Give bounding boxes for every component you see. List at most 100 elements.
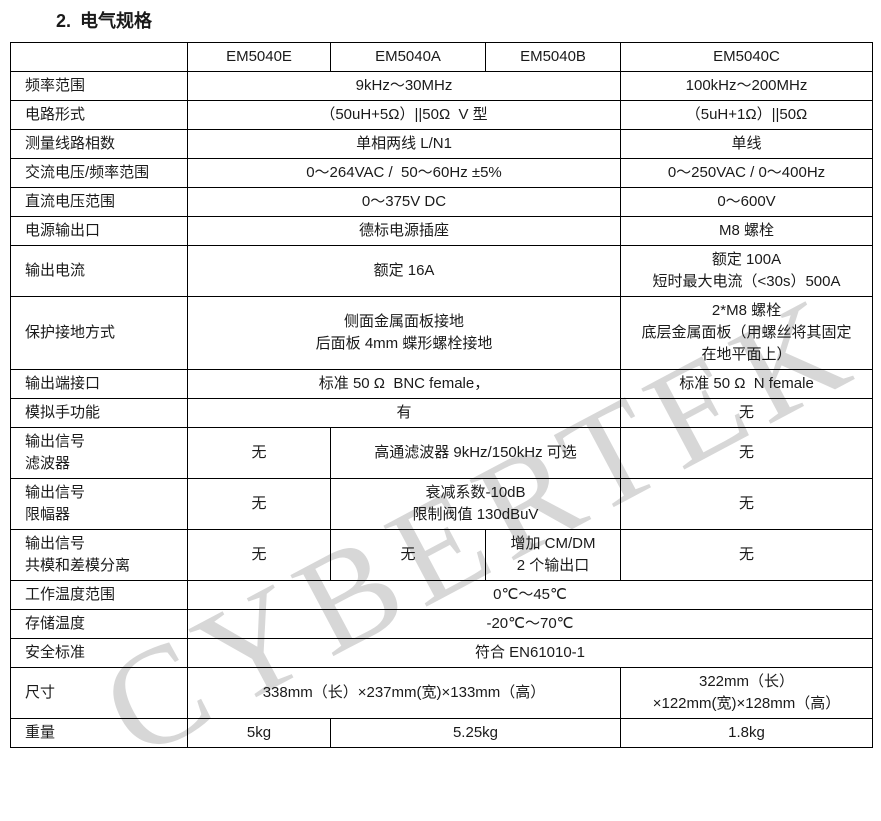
section-title: 电气规格 — [80, 11, 153, 31]
row-label-line: 工作温度范围 — [25, 586, 116, 603]
row-label: 安全标准 — [10, 638, 188, 668]
cell-line: 2 个输出口 — [516, 557, 590, 574]
row-label-line: 输出信号 — [25, 433, 86, 450]
row-label: 存储温度 — [10, 609, 188, 639]
spec-cell: 有 — [187, 398, 621, 428]
row-label-line: 重量 — [25, 724, 56, 741]
cell-line: 底层金属面板（用螺丝将其固定 — [641, 324, 852, 341]
row-label-line: 限幅器 — [25, 506, 71, 523]
row-label-line: 输出信号 — [25, 484, 86, 501]
spec-cell: 无 — [330, 529, 486, 581]
row-label: 工作温度范围 — [10, 580, 188, 610]
row-label: 交流电压/频率范围 — [10, 158, 188, 188]
cell-line: 0℃～45℃ — [493, 586, 567, 603]
cell-line: 无 — [738, 546, 754, 563]
row-label-line: 模拟手功能 — [25, 404, 101, 421]
row-label-line: 安全标准 — [25, 644, 86, 661]
cell-line: 无 — [738, 495, 754, 512]
spec-cell: 5.25kg — [330, 718, 621, 748]
row-label: 测量线路相数 — [10, 129, 188, 159]
cell-line: 5kg — [246, 724, 272, 741]
table-row: 电源输出口 德标电源插座 M8 螺栓 — [10, 216, 873, 246]
cell-line: 后面板 4mm 蝶形螺栓接地 — [315, 335, 493, 352]
cell-line: 限制阀值 130dBuV — [412, 506, 539, 523]
cell-line: 0～250VAC / 0～400Hz — [667, 164, 826, 181]
row-label: 尺寸 — [10, 667, 188, 719]
table-row: 存储温度 -20℃～70℃ — [10, 609, 873, 639]
section-number: 2. — [56, 11, 72, 31]
cell-line: 在地平面上） — [701, 346, 792, 363]
table-row: 交流电压/频率范围 0～264VAC / 50～60Hz ±5% 0～250VAC … — [10, 158, 873, 188]
spec-cell: 无 — [620, 529, 873, 581]
cell-line: 100kHz～200MHz — [685, 77, 808, 94]
table-row: 频率范围 9kHz～30MHz 100kHz～200MHz — [10, 71, 873, 101]
spec-cell: 符合 EN61010-1 — [187, 638, 873, 668]
spec-cell: M8 螺栓 — [620, 216, 873, 246]
cell-line: 单线 — [731, 135, 762, 152]
row-label-line: 测量线路相数 — [25, 135, 116, 152]
table-row: 尺寸 338mm（长）×237mm(宽)×133mm（高） 322mm（长） ×122… — [10, 667, 873, 719]
spec-table: EM5040E EM5040A EM5040B EM5040C 频率范围 9kHz～30M… — [10, 42, 873, 748]
spec-cell: 标准 50 Ω BNC female， — [187, 369, 621, 399]
row-label-line: 输出端接口 — [25, 375, 101, 392]
row-label-line: 电源输出口 — [25, 222, 101, 239]
spec-cell: 单线 — [620, 129, 873, 159]
header-cell — [10, 42, 188, 72]
spec-cell: 标准 50 Ω N female — [620, 369, 873, 399]
cell-line: 单相两线 L/N1 — [356, 135, 452, 152]
cell-line: 无 — [251, 546, 267, 563]
row-label-line: 输出信号 — [25, 535, 86, 552]
row-label-line: 尺寸 — [25, 684, 56, 701]
section-heading: 2. 电气规格 — [56, 7, 152, 33]
cell-line: 侧面金属面板接地 — [343, 313, 464, 330]
spec-cell: 额定 100A 短时最大电流（<30s）500A — [620, 245, 873, 297]
table-row: 电路形式 （50uH+5Ω）||50Ω V 型 （5uH+1Ω）||50Ω — [10, 100, 873, 130]
spec-cell: 德标电源插座 — [187, 216, 621, 246]
row-label-line: 输出电流 — [25, 262, 86, 279]
row-label: 电路形式 — [10, 100, 188, 130]
table-row: 工作温度范围 0℃～45℃ — [10, 580, 873, 610]
table-row: 保护接地方式 侧面金属面板接地 后面板 4mm 蝶形螺栓接地 2*M8 螺栓 底层金属面… — [10, 296, 873, 370]
row-label: 保护接地方式 — [10, 296, 188, 370]
header-cell: EM5040B — [485, 42, 621, 72]
table-row: 安全标准 符合 EN61010-1 — [10, 638, 873, 668]
cell-line: 9kHz～30MHz — [355, 77, 453, 94]
cell-line: 有 — [396, 404, 412, 421]
row-label-line: 频率范围 — [25, 77, 86, 94]
row-label-line: 保护接地方式 — [25, 324, 116, 341]
table-row: 输出信号 滤波器 无 高通滤波器 9kHz/150kHz 可选 无 — [10, 427, 873, 479]
row-label: 输出端接口 — [10, 369, 188, 399]
row-label: 电源输出口 — [10, 216, 188, 246]
cell-line: 额定 100A — [711, 251, 782, 268]
table-row: 输出电流 额定 16A 额定 100A 短时最大电流（<30s）500A — [10, 245, 873, 297]
spec-cell: 无 — [620, 398, 873, 428]
cell-line: 无 — [738, 404, 754, 421]
spec-cell: （50uH+5Ω）||50Ω V 型 — [187, 100, 621, 130]
spec-cell: 100kHz～200MHz — [620, 71, 873, 101]
spec-cell: 无 — [187, 529, 331, 581]
header-cell: EM5040A — [330, 42, 486, 72]
row-label-line: 共模和差模分离 — [25, 557, 131, 574]
cell-line: 符合 EN61010-1 — [474, 644, 586, 661]
spec-cell: 0～264VAC / 50～60Hz ±5% — [187, 158, 621, 188]
spec-cell: 0～375V DC — [187, 187, 621, 217]
cell-line: 无 — [251, 444, 267, 461]
cell-line: 标准 50 Ω BNC female， — [318, 375, 490, 392]
spec-cell: -20℃～70℃ — [187, 609, 873, 639]
table-row: 输出信号 限幅器 无 衰减系数-10dB 限制阀值 130dBuV 无 — [10, 478, 873, 530]
cell-line: 322mm（长） — [698, 673, 795, 690]
spec-cell: 衰减系数-10dB 限制阀值 130dBuV — [330, 478, 621, 530]
spec-cell: 无 — [620, 427, 873, 479]
table-row: 直流电压范围 0～375V DC 0～600V — [10, 187, 873, 217]
spec-cell: 5kg — [187, 718, 331, 748]
cell-line: 衰减系数-10dB — [425, 484, 526, 501]
row-label-line: 电路形式 — [25, 106, 86, 123]
cell-line: 0～600V — [717, 193, 776, 210]
table-row: 重量 5kg 5.25kg 1.8kg — [10, 718, 873, 748]
row-label-line: 直流电压范围 — [25, 193, 116, 210]
table-row: 输出端接口 标准 50 Ω BNC female， 标准 50 Ω N female — [10, 369, 873, 399]
row-label: 重量 — [10, 718, 188, 748]
spec-cell: 322mm（长） ×122mm(宽)×128mm（高） — [620, 667, 873, 719]
cell-line: 无 — [738, 444, 754, 461]
row-label: 输出电流 — [10, 245, 188, 297]
